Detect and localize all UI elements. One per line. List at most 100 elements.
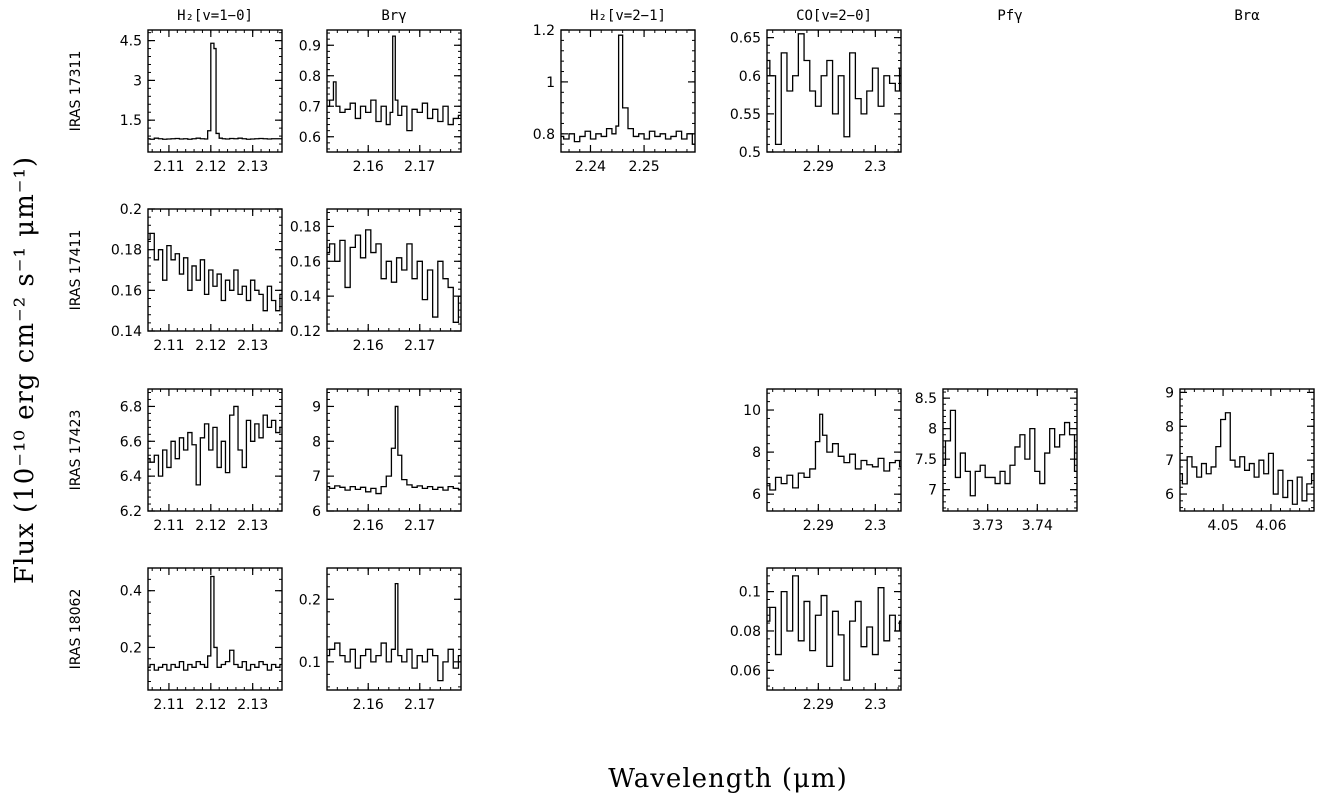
- x-tick-label: 2.16: [353, 159, 384, 175]
- y-tick-label: 0.18: [111, 243, 142, 259]
- spectrum-line: [1180, 412, 1314, 505]
- panel-iras-17311-br: 2.16 2.17 0.6 0.7 0.8 0.9: [299, 29, 462, 175]
- panel-iras-17411-br: 2.16 2.17 0.12 0.14 0.16 0.18: [290, 208, 462, 354]
- y-tick-label: 0.8: [533, 127, 555, 143]
- y-tick-label: 0.14: [290, 289, 321, 305]
- panel-iras-17423-br: 2.16 2.17 6 7 8 9: [312, 388, 462, 534]
- y-tick-label: 6: [752, 487, 761, 503]
- x-tick-label: 2.12: [195, 338, 226, 354]
- column-title-co-v-2-0: CO[v=2−0]: [796, 8, 872, 24]
- y-tick-label: 7.5: [915, 452, 937, 468]
- panel-iras-17423-br: 4.05 4.06 6 7 8 9: [1165, 385, 1315, 534]
- panel-grid: 2.11 2.12 2.131.534.52.16 2.170.60.70.80.92…: [111, 23, 1315, 713]
- plot-frame: [1179, 388, 1315, 512]
- y-tick-label: 0.65: [730, 31, 761, 47]
- x-tick-label: 2.11: [153, 697, 184, 713]
- panel-iras-17423-pf: 3.73 3.74 7 7.5 8 8.5: [915, 388, 1078, 534]
- row-label-iras-17311: IRAS 17311: [68, 51, 84, 132]
- x-tick-label: 2.25: [628, 159, 659, 175]
- panel-iras-17423-h-v-1-0: 2.11 2.12 2.13 6.2 6.4 6.6 6.8: [120, 388, 283, 534]
- y-tick-label: 1.2: [533, 23, 555, 39]
- y-tick-label: 0.9: [299, 38, 321, 54]
- y-tick-label: 0.6: [739, 69, 761, 85]
- y-tick-label: 0.16: [290, 254, 321, 270]
- x-tick-label: 2.13: [237, 518, 268, 534]
- x-tick-label: 2.3: [864, 518, 886, 534]
- y-tick-label: 6.6: [120, 434, 142, 450]
- spectrum-line: [767, 33, 901, 146]
- panel-iras-17311-co-v-2-0: 2.29 2.3 0.5 0.55 0.6 0.65: [730, 29, 902, 175]
- spectrum-line: [148, 575, 282, 671]
- spectrum-line: [327, 35, 461, 132]
- panel-iras-18062-br: 2.16 2.17 0.1 0.2: [299, 567, 462, 713]
- y-tick-label: 0.18: [290, 219, 321, 235]
- panel-iras-17311-h-v-1-0: 2.11 2.12 2.13 1.5 3 4.5: [120, 29, 283, 175]
- spectrum-line: [327, 405, 461, 495]
- x-tick-label: 2.17: [404, 338, 435, 354]
- y-tick-label: 6: [1165, 487, 1174, 503]
- y-tick-label: 0.1: [739, 585, 761, 601]
- x-tick-label: 2.17: [404, 159, 435, 175]
- x-tick-label: 2.12: [195, 697, 226, 713]
- y-tick-label: 3: [133, 73, 142, 89]
- x-tick-label: 2.17: [404, 697, 435, 713]
- x-tick-label: 2.29: [803, 518, 834, 534]
- x-tick-label: 2.24: [575, 159, 606, 175]
- x-tick-label: 2.11: [153, 159, 184, 175]
- x-tick-label: 2.11: [153, 338, 184, 354]
- column-title-pf: Pfγ: [997, 8, 1022, 24]
- column-title-h-v-2-1: H₂[v=2−1]: [590, 8, 666, 24]
- x-tick-label: 4.05: [1207, 518, 1238, 534]
- column-title-br: Brα: [1234, 8, 1260, 24]
- y-tick-label: 0.06: [730, 663, 761, 679]
- x-tick-label: 2.16: [353, 338, 384, 354]
- panel-iras-18062-h-v-1-0: 2.11 2.12 2.13 0.2 0.4: [120, 567, 283, 713]
- y-tick-label: 7: [928, 483, 937, 499]
- y-tick-label: 1: [546, 75, 555, 91]
- x-tick-label: 3.73: [972, 518, 1003, 534]
- panel-iras-18062-co-v-2-0: 2.29 2.3 0.06 0.08 0.1: [730, 567, 902, 713]
- x-tick-label: 2.3: [864, 159, 886, 175]
- spectrum-line: [327, 582, 461, 682]
- y-tick-label: 4.5: [120, 34, 142, 50]
- y-tick-label: 7: [312, 469, 321, 485]
- spectrum-line: [767, 575, 901, 681]
- spectrum-line: [327, 229, 461, 323]
- spectrum-line: [561, 34, 695, 145]
- y-tick-label: 0.16: [111, 283, 142, 299]
- y-tick-label: 8: [1165, 419, 1174, 435]
- y-tick-label: 0.2: [120, 202, 142, 218]
- panel-iras-17411-h-v-1-0: 2.11 2.12 2.13 0.14 0.16 0.18 0.2: [111, 202, 283, 354]
- y-tick-label: 0.1: [299, 655, 321, 671]
- row-labels: IRAS 17311 IRAS 17411 IRAS 17423 IRAS 18062: [68, 51, 84, 670]
- x-axis-label: Wavelength (μm): [608, 764, 847, 794]
- y-tick-label: 6: [312, 504, 321, 520]
- row-label-iras-17411: IRAS 17411: [68, 230, 84, 311]
- column-title-br: Brγ: [381, 8, 406, 24]
- y-tick-label: 8: [928, 422, 937, 438]
- plot-frame: [326, 208, 462, 332]
- spectrum-line: [943, 409, 1077, 497]
- y-tick-label: 0.5: [739, 145, 761, 161]
- y-tick-label: 9: [1165, 385, 1174, 401]
- spectrum-line: [148, 42, 282, 140]
- y-tick-label: 0.4: [120, 584, 142, 600]
- column-title-h-v-1-0: H₂[v=1−0]: [177, 8, 253, 24]
- y-tick-label: 6.8: [120, 399, 142, 415]
- x-tick-label: 2.17: [404, 518, 435, 534]
- y-tick-label: 8: [752, 445, 761, 461]
- plot-frame: [326, 567, 462, 691]
- plot-frame: [147, 388, 283, 512]
- column-titles: H₂[v=1−0] Brγ H₂[v=2−1] CO[v=2−0] Pfγ Brα: [177, 8, 1260, 24]
- y-tick-label: 7: [1165, 453, 1174, 469]
- y-tick-label: 0.55: [730, 107, 761, 123]
- x-tick-label: 2.13: [237, 697, 268, 713]
- y-tick-label: 0.14: [111, 324, 142, 340]
- plot-frame: [147, 29, 283, 153]
- x-tick-label: 2.12: [195, 518, 226, 534]
- y-tick-label: 10: [743, 403, 761, 419]
- y-tick-label: 0.08: [730, 624, 761, 640]
- x-tick-label: 2.3: [864, 697, 886, 713]
- x-tick-label: 2.29: [803, 159, 834, 175]
